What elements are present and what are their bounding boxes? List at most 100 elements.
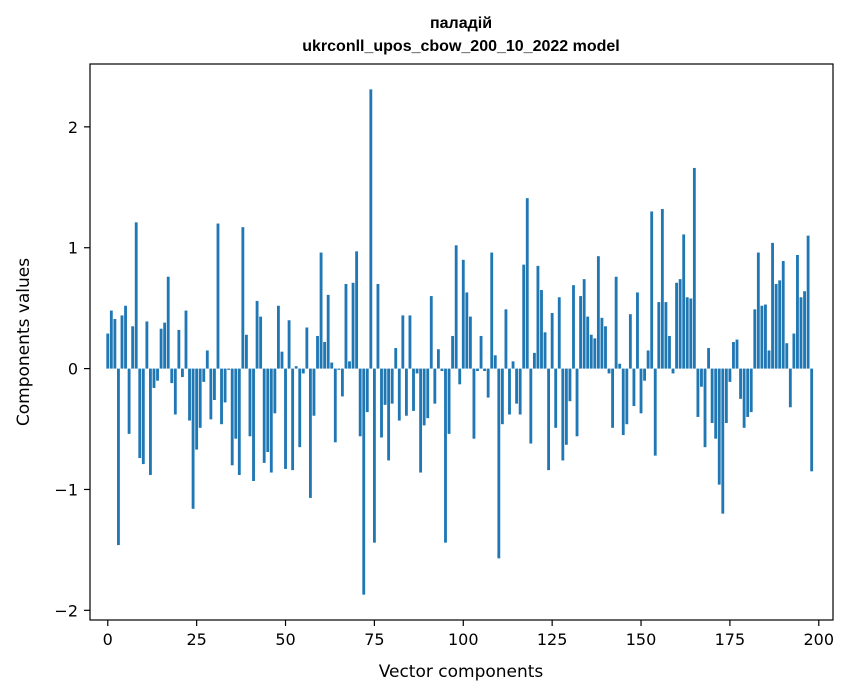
bar-116 [518, 368, 522, 415]
bar-99 [458, 368, 462, 385]
bar-133 [579, 296, 583, 369]
bar-7 [131, 326, 135, 369]
bar-121 [536, 265, 540, 369]
bar-146 [625, 368, 629, 425]
bar-112 [504, 309, 508, 369]
bar-123 [543, 332, 547, 369]
chart-title: паладій [430, 15, 492, 32]
bar-91 [429, 296, 433, 369]
bar-16 [163, 322, 167, 369]
bar-68 [348, 361, 351, 369]
bar-59 [316, 335, 319, 369]
bar-27 [202, 368, 206, 382]
bar-132 [575, 368, 579, 437]
bar-126 [554, 368, 558, 428]
y-tick-label: 2 [68, 118, 78, 137]
bar-51 [287, 320, 291, 369]
bar-179 [742, 368, 746, 428]
bar-177 [735, 339, 739, 369]
bar-94 [440, 368, 444, 372]
bar-167 [700, 368, 703, 387]
bar-106 [483, 368, 487, 372]
bar-18 [170, 368, 174, 384]
x-tick-label: 50 [275, 630, 295, 649]
bar-52 [291, 368, 295, 471]
bars-layer [106, 89, 814, 595]
bar-12 [149, 368, 152, 475]
bar-81 [394, 348, 398, 369]
bar-175 [728, 368, 732, 382]
bar-89 [422, 368, 426, 426]
bar-73 [365, 368, 369, 413]
bar-15 [159, 328, 163, 369]
bar-34 [227, 368, 231, 370]
bar-84 [404, 368, 408, 416]
bar-157 [664, 302, 668, 369]
bar-70 [355, 251, 359, 369]
bar-56 [305, 327, 309, 369]
bar-117 [522, 264, 526, 369]
bar-90 [426, 368, 430, 419]
bar-41 [252, 368, 255, 481]
bar-72 [362, 368, 366, 595]
bar-162 [682, 234, 686, 369]
bar-103 [472, 368, 476, 439]
bar-14 [156, 368, 159, 381]
bar-23 [188, 368, 191, 421]
bar-198 [810, 368, 814, 472]
bar-142 [611, 368, 615, 428]
y-tick-label: 1 [68, 239, 78, 258]
bar-46 [269, 368, 273, 473]
bar-33 [223, 368, 227, 403]
bar-165 [692, 167, 696, 369]
bar-193 [792, 333, 796, 369]
bar-32 [220, 368, 223, 425]
x-tick-label: 25 [186, 630, 206, 649]
bar-154 [653, 368, 657, 456]
bar-151 [643, 368, 646, 381]
bar-63 [330, 362, 334, 369]
bar-4 [120, 315, 124, 369]
bar-111 [500, 368, 504, 425]
bar-110 [497, 368, 501, 559]
axes-layer: 0 25 50 75 100 125 150 175 200 −2 −1 0 1 2 [54, 63, 834, 649]
bar-119 [529, 368, 533, 444]
bar-122 [540, 290, 543, 369]
bar-109 [493, 355, 497, 369]
bar-25 [195, 368, 199, 450]
bar-171 [714, 368, 718, 439]
bar-98 [454, 245, 458, 369]
bar-168 [703, 368, 707, 448]
bar-5 [124, 305, 127, 369]
bar-87 [415, 368, 419, 374]
bar-42 [255, 300, 259, 369]
bar-192 [788, 368, 792, 408]
bar-78 [383, 368, 387, 405]
bar-137 [593, 338, 597, 369]
bar-166 [696, 368, 700, 417]
bar-62 [326, 294, 330, 369]
bar-69 [351, 282, 355, 369]
bar-159 [671, 368, 675, 374]
bar-48 [276, 305, 280, 369]
bar-79 [387, 368, 391, 461]
bar-44 [262, 368, 266, 463]
bar-149 [636, 292, 639, 369]
bar-107 [486, 368, 490, 398]
bar-131 [572, 285, 575, 369]
bar-164 [689, 298, 693, 369]
bar-29 [209, 368, 213, 420]
bar-53 [294, 366, 298, 369]
bar-188 [774, 283, 778, 369]
bar-38 [241, 227, 245, 369]
bar-58 [312, 368, 316, 416]
bar-43 [259, 316, 263, 369]
bar-180 [746, 368, 750, 417]
bar-13 [152, 368, 156, 388]
bar-161 [678, 279, 682, 369]
bar-88 [419, 368, 423, 473]
bar-185 [764, 304, 767, 369]
x-axis-label: Vector components [379, 662, 544, 682]
